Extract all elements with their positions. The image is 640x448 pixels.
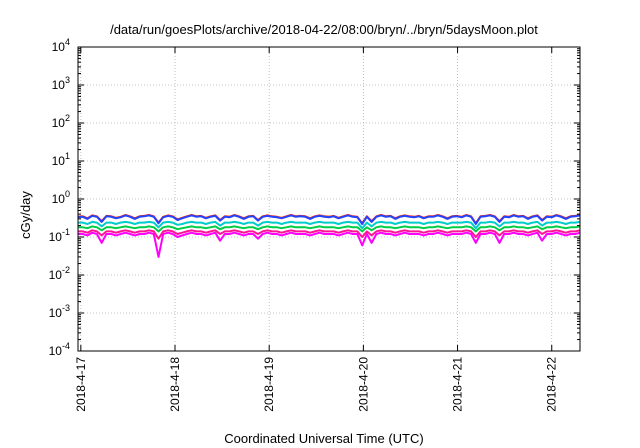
x-tick-label: 2018-4-17: [74, 357, 88, 412]
x-tick-label: 2018-4-20: [356, 357, 370, 412]
y-tick-base: 10: [52, 78, 66, 92]
y-tick-base: 10: [52, 154, 66, 168]
y-tick-label: 100: [52, 189, 70, 206]
y-tick-base: 10: [52, 40, 66, 54]
y-tick-label: 101: [52, 151, 70, 168]
series-group: [77, 214, 581, 258]
y-tick-exponent: -2: [62, 265, 70, 275]
y-axis-label: cGy/day: [18, 191, 33, 239]
y-tick-exponent: -3: [62, 303, 70, 313]
y-tick-base: 10: [49, 306, 63, 320]
y-tick-exponent: 2: [65, 113, 70, 123]
series-line-5: [77, 214, 581, 225]
x-tick-label: 2018-4-22: [545, 357, 559, 412]
y-tick-label: 102: [52, 113, 70, 130]
series-line-3: [78, 220, 581, 230]
y-tick-base: 10: [49, 268, 63, 282]
x-tick-label: 2018-4-18: [168, 357, 182, 412]
series-line-2: [78, 225, 581, 233]
y-tick-label: 104: [52, 37, 70, 54]
chart-title: /data/run/goesPlots/archive/2018-04-22/0…: [110, 22, 538, 37]
y-tick-exponent: 0: [65, 189, 70, 199]
x-tick-label: 2018-4-21: [451, 357, 465, 412]
x-tick-label: 2018-4-19: [262, 357, 276, 412]
y-tick-exponent: -1: [62, 227, 70, 237]
y-tick-base: 10: [52, 116, 66, 130]
grid: [78, 46, 580, 352]
y-tick-exponent: 3: [65, 75, 70, 85]
y-tick-label: 10-1: [49, 227, 70, 244]
series-line-1: [78, 229, 581, 240]
y-tick-base: 10: [49, 230, 63, 244]
y-tick-label: 10-4: [49, 341, 70, 358]
x-axis: 2018-4-17 2018-4-18 2018-4-19 2018-4-20 2018…: [74, 47, 559, 412]
y-tick-exponent: 1: [65, 151, 70, 161]
y-tick-label: 103: [52, 75, 70, 92]
series-line-0: [78, 231, 581, 258]
y-tick-base: 10: [49, 344, 63, 358]
y-tick-base: 10: [52, 192, 66, 206]
y-tick-label: 10-2: [49, 265, 70, 282]
y-tick-exponent: -4: [62, 341, 70, 351]
x-axis-label: Coordinated Universal Time (UTC): [224, 431, 423, 446]
y-tick-exponent: 4: [65, 37, 70, 47]
y-tick-label: 10-3: [49, 303, 70, 320]
